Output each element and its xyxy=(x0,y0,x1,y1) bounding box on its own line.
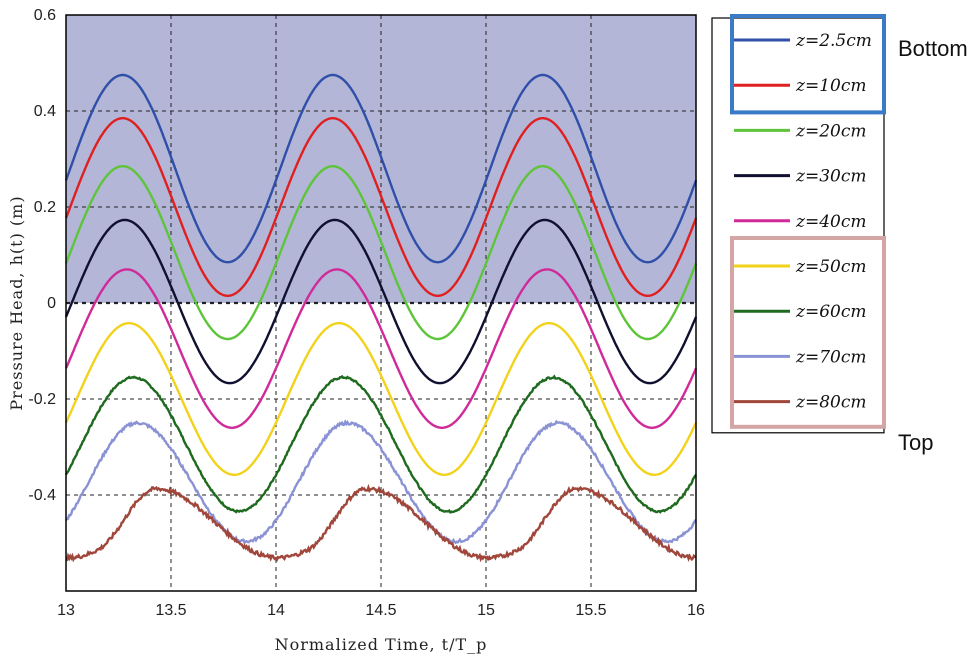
y-tick-label: 0 xyxy=(47,295,56,312)
x-tick-label: 14 xyxy=(267,602,285,619)
series-line-z10cm xyxy=(64,117,698,297)
legend-box xyxy=(711,17,885,434)
legend-label: z=20cm xyxy=(795,121,866,141)
top-group-box xyxy=(730,236,886,429)
y-axis-title: Pressure Head, h(t) (m) xyxy=(7,195,26,410)
legend: z=2.5cm z=10cm z=20cm z=30cm z=40cm z=50cm z=6… xyxy=(711,14,968,455)
legend-label: z=2.5cm xyxy=(795,31,872,51)
top-label: Top xyxy=(898,430,933,455)
legend-label: z=30cm xyxy=(795,167,866,187)
x-axis-title: Normalized Time, t/T_p xyxy=(275,635,488,654)
legend-label: z=10cm xyxy=(795,76,866,96)
series-line-z50cm xyxy=(64,322,698,476)
y-tick-label: -0.4 xyxy=(28,487,56,504)
x-tick-label: 14.5 xyxy=(365,602,396,619)
series-line-z70cm xyxy=(64,419,697,545)
legend-label: z=60cm xyxy=(795,302,866,322)
legend-label: z=50cm xyxy=(795,257,866,277)
plot-area xyxy=(64,15,698,591)
plot-frame xyxy=(65,14,697,592)
x-tick-label: 16 xyxy=(687,602,705,619)
series-line-z80cm xyxy=(65,483,697,563)
x-tick-label: 13.5 xyxy=(155,602,186,619)
series-line-z40cm xyxy=(64,268,698,429)
y-tick-label: 0.4 xyxy=(34,103,56,120)
bottom-group-box xyxy=(730,14,886,115)
series-line-z20cm xyxy=(64,165,698,341)
x-tick-label: 13 xyxy=(57,602,75,619)
axes: 13 13.5 14 14.5 15 15.5 16 -0.4 -0.2 0 0.2 0.4 0.6 No… xyxy=(7,7,705,654)
bottom-label: Bottom xyxy=(898,36,968,61)
series-line-z60cm xyxy=(64,374,697,514)
series-line-z30cm xyxy=(64,218,698,385)
series-line-z2.5cm xyxy=(64,73,698,264)
y-tick-label: 0.6 xyxy=(34,7,56,24)
legend-label: z=80cm xyxy=(795,393,866,413)
y-tick-label: 0.2 xyxy=(34,199,56,216)
x-tick-label: 15 xyxy=(477,602,495,619)
x-tick-label: 15.5 xyxy=(575,602,606,619)
y-tick-label: -0.2 xyxy=(28,391,56,408)
legend-label: z=70cm xyxy=(795,347,866,367)
legend-label: z=40cm xyxy=(795,212,866,232)
